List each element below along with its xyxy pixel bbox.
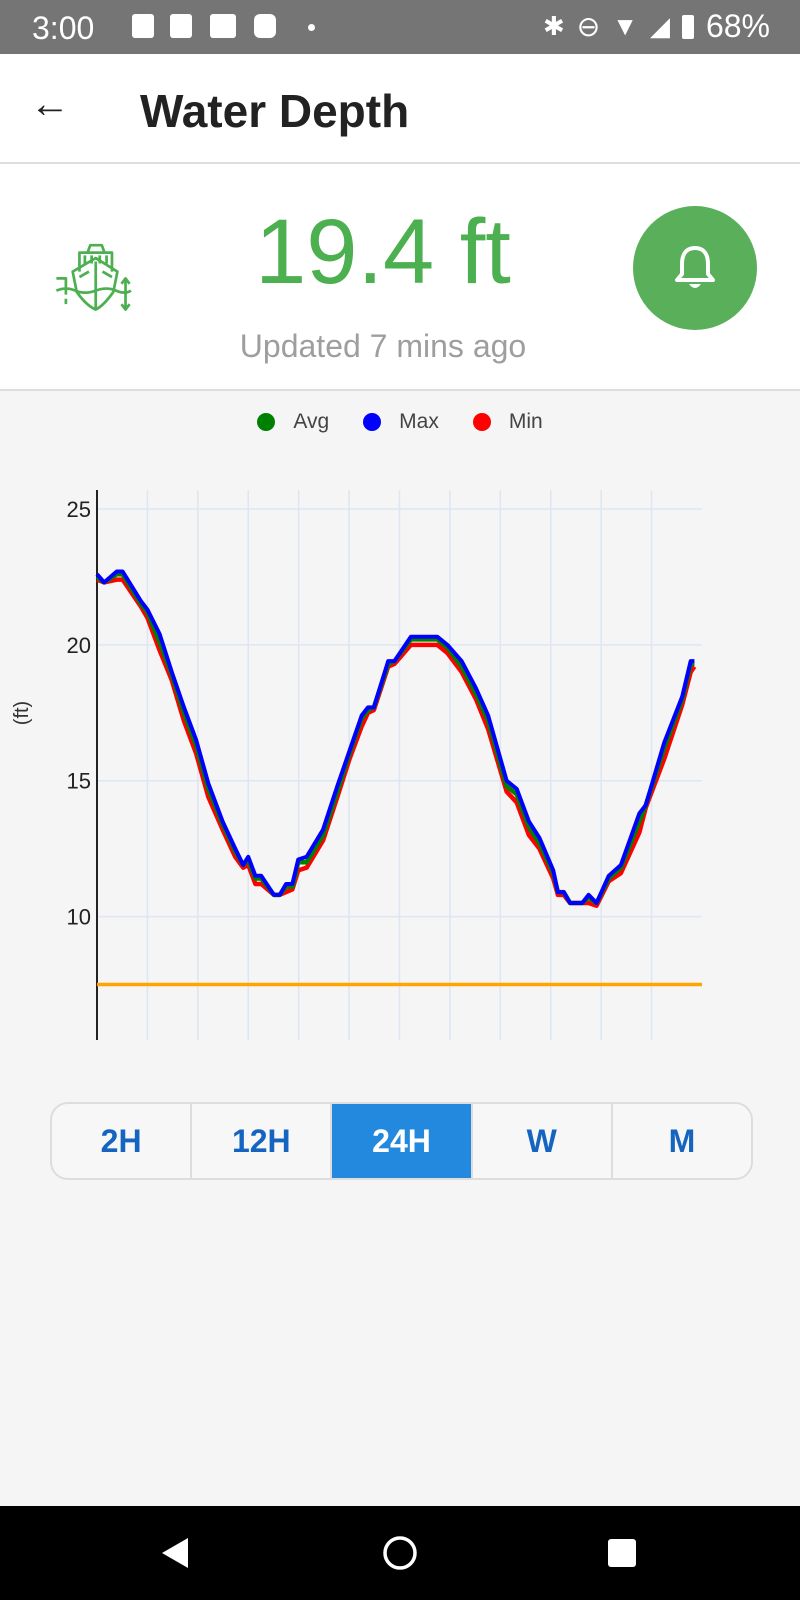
recents-nav-icon[interactable] (607, 1538, 637, 1568)
arrow-left-icon[interactable]: ← (30, 82, 70, 126)
message-icon (170, 14, 192, 38)
ship-depth-icon (55, 243, 132, 311)
y-tick-label: 15 (67, 769, 91, 794)
range-month-button[interactable]: M (668, 1122, 696, 1159)
legend-dot (472, 413, 491, 431)
dot-icon (308, 24, 315, 31)
y-tick-label: 10 (67, 905, 91, 930)
range-12h-button[interactable]: 12H (192, 1104, 333, 1178)
gmail-icon (210, 14, 236, 38)
legend-item-avg[interactable]: Avg (257, 410, 329, 434)
series-line-min (96, 577, 697, 908)
depth-chart: 51015202517:0021:001:005:009:0013:00 (ft… (11, 490, 702, 1040)
chart-legend: Avg Max Min (0, 410, 800, 434)
legend-item-max[interactable]: Max (363, 410, 439, 434)
bell-icon (675, 246, 715, 288)
dnd-icon: ⊖ (576, 11, 601, 42)
legend-item-min[interactable]: Min (472, 410, 543, 434)
y-tick-label: 25 (67, 497, 91, 522)
battery-icon (681, 14, 694, 39)
app-bar: ← Water Depth (0, 54, 800, 164)
signal-icon: ◢ (649, 11, 670, 41)
range-week-button[interactable]: W (473, 1104, 613, 1178)
series-line-avg (95, 571, 695, 906)
range-2h-button[interactable]: 2H (52, 1104, 193, 1178)
range-selector: 2H 12H 24H W M (50, 1102, 753, 1180)
alert-button[interactable] (633, 206, 757, 330)
status-time: 3:00 (32, 10, 95, 46)
back-nav-icon[interactable] (160, 1536, 190, 1570)
reading-card: 19.4 ft Updated 7 mins ago (0, 164, 800, 391)
bluetooth-icon: ✱ (542, 11, 565, 41)
status-bar: 3:00 ✱ ⊖ ▼ ◢ 68% (0, 0, 800, 54)
legend-dot (257, 413, 276, 431)
home-nav-icon[interactable] (382, 1535, 418, 1571)
page-title: Water Depth (140, 85, 410, 137)
depth-value: 19.4 ft (255, 201, 511, 303)
updated-text: Updated 7 mins ago (239, 328, 527, 364)
series-line-max (95, 569, 695, 905)
y-axis-label: (ft) (11, 701, 33, 725)
legend-dot (363, 413, 382, 431)
y-tick-label: 20 (67, 633, 91, 658)
image-icon (132, 14, 154, 38)
range-24h-button[interactable]: 24H (332, 1104, 473, 1178)
wifi-icon: ▼ (612, 11, 638, 41)
legend-label: Avg (293, 410, 330, 433)
legend-label: Max (399, 410, 439, 433)
battery-level: 68% (705, 8, 770, 44)
navigation-bar (0, 1506, 800, 1600)
legend-label: Min (508, 410, 543, 433)
app-icon (254, 14, 276, 38)
